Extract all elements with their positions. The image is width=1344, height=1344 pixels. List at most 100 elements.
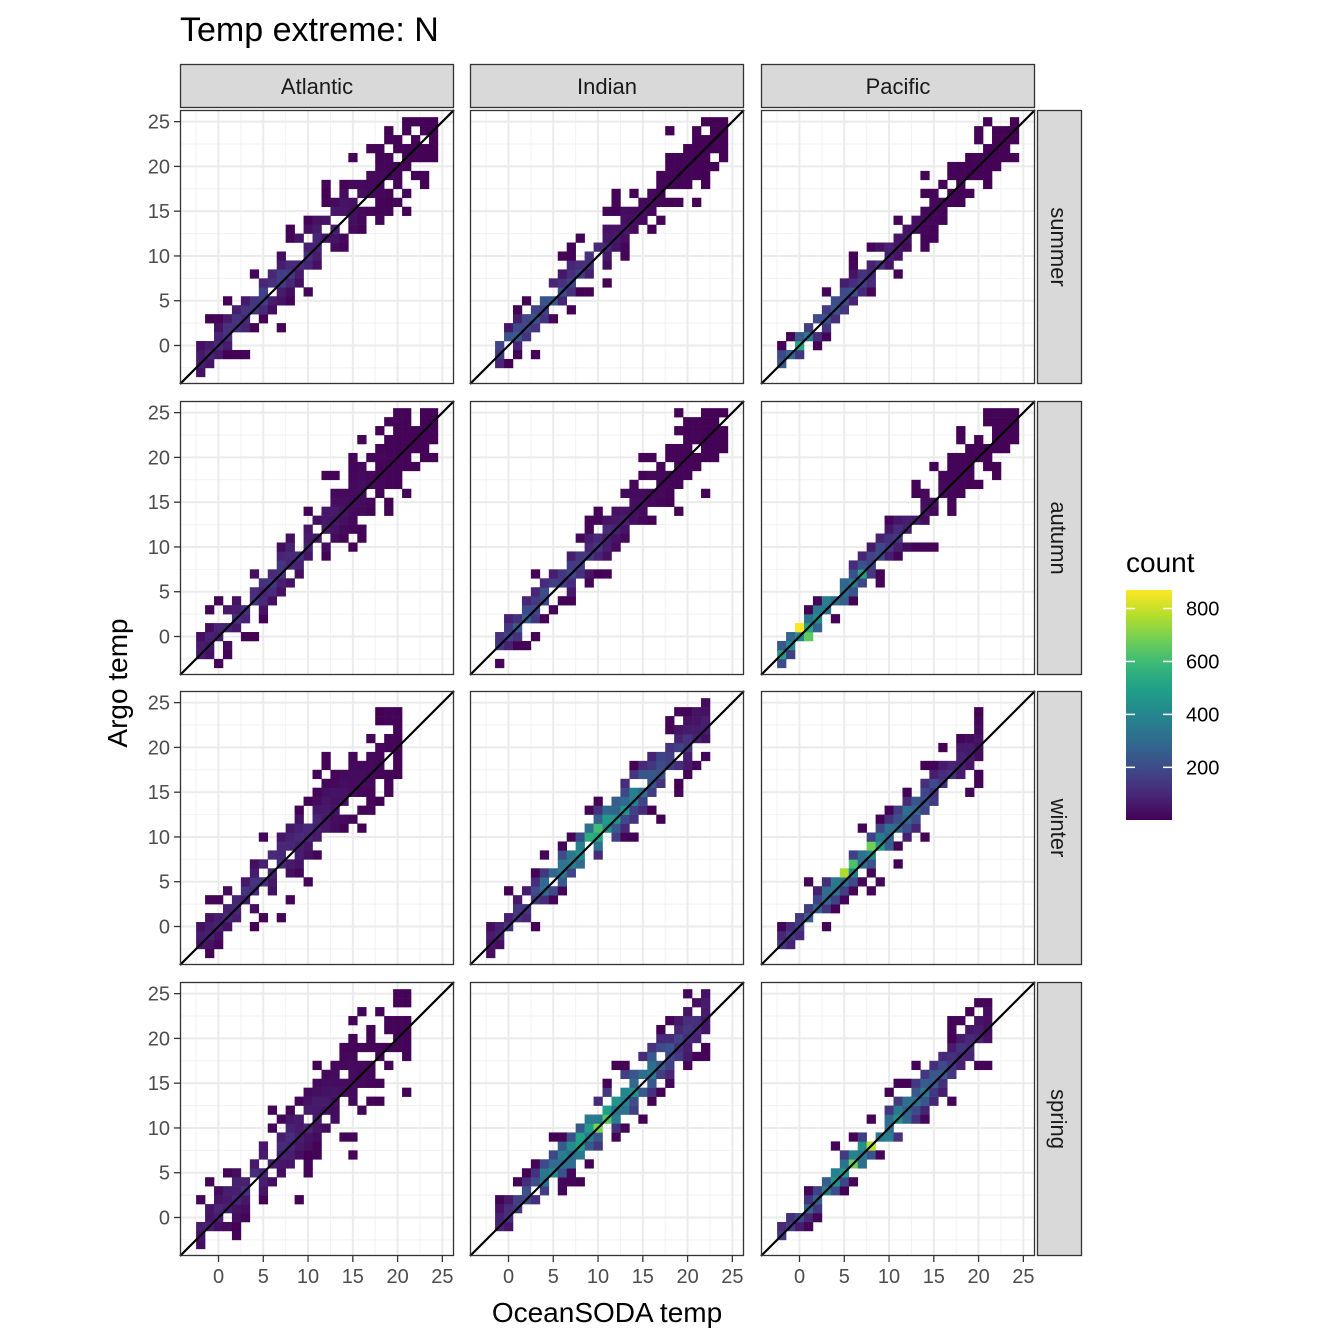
heatmap-bin (348, 452, 358, 463)
heatmap-bin (294, 1150, 304, 1160)
heatmap-bin (956, 197, 966, 207)
legend: count 200 400 600 800 (1126, 547, 1219, 820)
heatmap-bin (539, 578, 550, 588)
heatmap-bin (620, 1123, 630, 1133)
heatmap-bin (348, 488, 358, 498)
heatmap-bin (974, 1016, 984, 1026)
heatmap-bin (795, 1221, 805, 1232)
heatmap-bin (911, 488, 921, 498)
heatmap-bin (348, 542, 358, 552)
heatmap-bin (384, 188, 394, 199)
heatmap-bin (366, 733, 376, 744)
heatmap-bin (839, 305, 850, 315)
heatmap-bin (1000, 408, 1011, 418)
heatmap-bin (584, 1141, 594, 1151)
heatmap-bin (929, 1069, 939, 1079)
heatmap-bin (504, 358, 514, 369)
heatmap-bin (566, 1177, 576, 1187)
heatmap-bin (285, 1159, 295, 1169)
heatmap-bin (521, 332, 532, 342)
heatmap-bin (692, 426, 702, 436)
heatmap-bin (620, 251, 630, 261)
heatmap-bin (803, 904, 814, 914)
heatmap-bin (249, 569, 260, 579)
heatmap-bin (339, 1060, 349, 1071)
heatmap-bin (929, 760, 939, 771)
heatmap-bin (366, 787, 376, 797)
heatmap-bin (384, 707, 394, 717)
heatmap-bin (330, 524, 340, 534)
heatmap-bin (312, 787, 322, 797)
heatmap-bin (321, 751, 331, 762)
heatmap-bin (196, 1221, 206, 1232)
heatmap-bin (321, 778, 331, 788)
heatmap-bin (521, 605, 532, 615)
heatmap-bin (249, 1168, 260, 1178)
heatmap-bin (539, 877, 550, 887)
heatmap-bin (285, 1114, 295, 1124)
heatmap-bin (321, 551, 331, 561)
heatmap-bin (240, 296, 251, 306)
heatmap-bin (884, 260, 894, 270)
heatmap-bin (557, 850, 567, 860)
heatmap-bin (222, 605, 233, 615)
heatmap-bin (393, 443, 403, 454)
heatmap-bin (267, 1105, 277, 1115)
heatmap-bin (803, 877, 814, 887)
heatmap-bin (902, 796, 912, 806)
heatmap-bin (593, 242, 603, 252)
heatmap-bin (512, 349, 523, 360)
heatmap-bin (330, 1087, 340, 1097)
heatmap-bin (674, 452, 684, 463)
heatmap-bin (929, 769, 939, 780)
heatmap-bin (786, 939, 796, 950)
heatmap-bin (929, 542, 939, 552)
heatmap-bin (521, 886, 532, 896)
heatmap-bin (366, 470, 376, 481)
heatmap-bin (965, 1007, 975, 1017)
heatmap-bin (419, 144, 430, 154)
heatmap-bin (330, 1114, 340, 1124)
heatmap-bin (231, 596, 242, 606)
heatmap-bin (530, 868, 541, 878)
heatmap-bin (366, 497, 376, 507)
heatmap-bin (956, 479, 966, 490)
heatmap-bin (294, 814, 304, 824)
heatmap-bin (602, 233, 612, 243)
heatmap-bin (629, 497, 639, 507)
heatmap-bin (348, 479, 358, 490)
x-tick-label: 0 (213, 1266, 224, 1288)
heatmap-bin (974, 733, 984, 744)
panel-winter-Indian (469, 690, 745, 966)
heatmap-bin (866, 278, 876, 288)
heatmap-bin (701, 152, 711, 163)
heatmap-bin (393, 751, 403, 762)
heatmap-bin (965, 760, 975, 771)
heatmap-bin (857, 877, 867, 887)
heatmap-bin (339, 814, 349, 824)
heatmap-bin (348, 1150, 358, 1160)
heatmap-bin (992, 152, 1002, 163)
heatmap-bin (258, 859, 269, 869)
heatmap-bin (812, 596, 823, 606)
heatmap-bin (357, 524, 367, 534)
heatmap-bin (196, 1195, 206, 1205)
heatmap-bin (674, 506, 684, 516)
heatmap-bin (285, 260, 295, 270)
heatmap-bin (812, 895, 823, 905)
heatmap-bin (848, 296, 858, 306)
heatmap-bin (393, 461, 403, 472)
heatmap-bin (231, 895, 242, 905)
heatmap-bin (638, 452, 648, 463)
heatmap-bin (701, 488, 711, 498)
heatmap-bin (920, 1105, 930, 1115)
heatmap-bin (321, 1069, 331, 1079)
y-tick-label: 20 (148, 447, 170, 469)
x-tick-label: 20 (676, 1266, 698, 1288)
heatmap-bin (884, 1132, 894, 1142)
heatmap-bin (803, 323, 814, 333)
row-strip-label: spring (1046, 1089, 1071, 1149)
heatmap-bin (402, 1051, 412, 1062)
heatmap-bin (718, 435, 729, 445)
heatmap-bin (348, 778, 358, 788)
